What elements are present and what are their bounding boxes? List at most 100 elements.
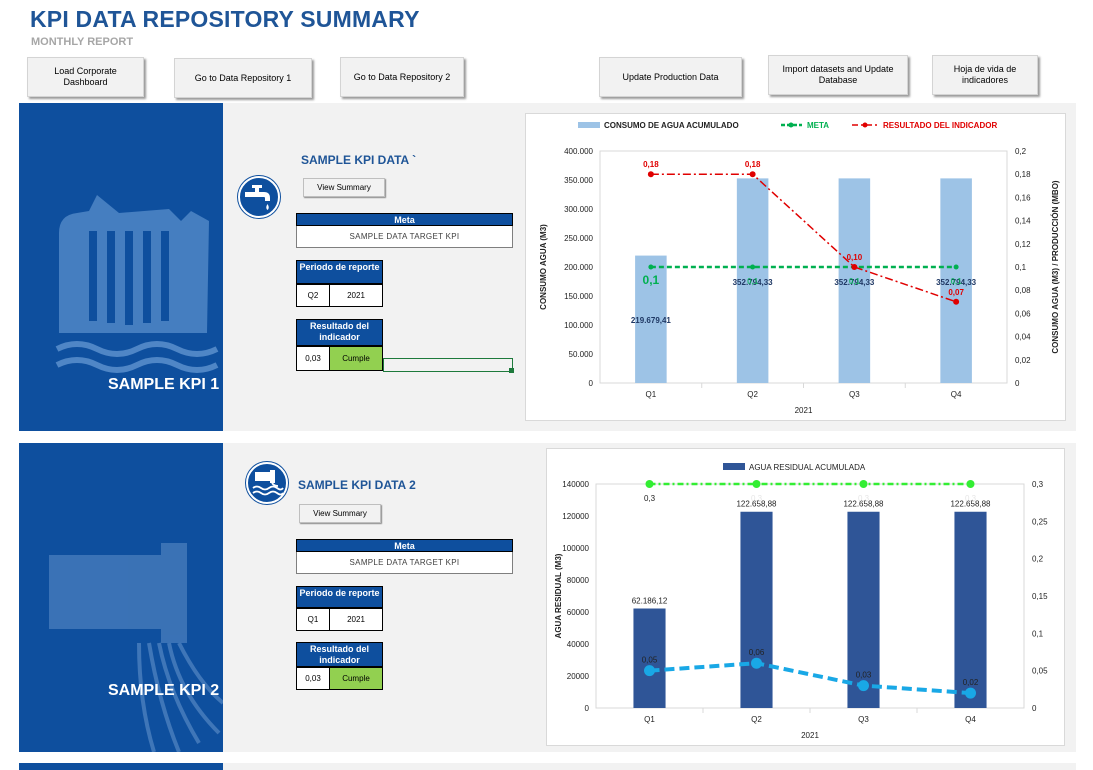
meta-data-label: 0,1 <box>951 277 963 286</box>
kpi1-resultado-status: Cumple <box>329 346 383 371</box>
line2-data-label: 0,05 <box>642 656 658 665</box>
kpi1-chart: 0 50.000 100.000 150.000 200.000 250.000 300.0… <box>525 113 1066 421</box>
legend-label: META <box>807 121 829 130</box>
legend-label: CONSUMO DE AGUA ACUMULADO <box>604 121 739 130</box>
x-tick-label: Q1 <box>644 715 655 724</box>
kpi2-periodo-header: Periodo de reporte <box>296 586 383 608</box>
y-tick-label: 80000 <box>567 576 590 585</box>
x-tick-label: Q4 <box>965 715 976 724</box>
y-tick-label: 60000 <box>567 608 590 617</box>
kpi1-resultado-value: 0,03 <box>296 346 330 371</box>
kpi1-selection-handle[interactable] <box>509 368 514 373</box>
x-tick-label: Q1 <box>646 390 657 399</box>
kpi2-heading: SAMPLE KPI DATA 2 <box>298 478 416 492</box>
bar-data-label: 352.794,33 <box>733 278 774 287</box>
hoja-vida-button[interactable]: Hoja de vida de indicadores <box>932 55 1038 95</box>
line-point <box>851 264 858 270</box>
y2-tick-label: 0,2 <box>1032 555 1044 564</box>
y-tick-label: 100.000 <box>564 321 593 330</box>
line-point <box>953 298 960 305</box>
kpi2-chart: 0 20000 40000 60000 80000 100000 120000 140000 0… <box>546 448 1065 746</box>
x-tick-label: Q2 <box>751 715 762 724</box>
import-datasets-button[interactable]: Import datasets and Update Database <box>768 55 908 95</box>
meta-data-label: 0,1 <box>747 277 759 286</box>
kpi2-periodo-quarter: Q1 <box>296 608 330 631</box>
line2-data-label: 0,03 <box>856 671 872 680</box>
update-production-button[interactable]: Update Production Data <box>599 57 742 97</box>
result-data-label: 0,07 <box>948 288 964 297</box>
result-data-label: 0,18 <box>745 160 761 169</box>
legend-label: RESULTADO DEL INDICADOR <box>883 121 997 130</box>
result-data-label: 0,10 <box>847 253 863 262</box>
kpi1-meta-header: Meta <box>296 213 513 226</box>
y2-tick-label: 0,06 <box>1015 309 1031 318</box>
line-point <box>749 171 756 178</box>
line-point <box>965 687 976 699</box>
kpi1-view-summary-button[interactable]: View Summary <box>303 178 385 197</box>
kpi1-resultado-header: Resultado del indicador <box>296 319 383 346</box>
y2-tick-label: 0,16 <box>1015 193 1031 202</box>
result-data-label: 0,18 <box>643 160 659 169</box>
x-tick-label: Q2 <box>747 390 758 399</box>
faucet-icon <box>238 176 280 218</box>
legend-swatch-bar <box>723 463 745 470</box>
series-line <box>650 173 957 303</box>
y-axis-label: AGUA RESIDUAL (M3) <box>554 553 563 638</box>
y2-tick-label: 0,08 <box>1015 286 1031 295</box>
y2-tick-label: 0,04 <box>1015 333 1031 342</box>
line1-data-label: 0,3 <box>965 494 977 503</box>
bar <box>940 178 972 383</box>
y-tick-label: 0 <box>585 704 590 713</box>
y2-tick-label: 0,12 <box>1015 240 1031 249</box>
line-point <box>647 171 654 178</box>
line-point <box>644 665 655 677</box>
kpi2-panel: SAMPLE KPI 2 SAMPLE KPI DATA 2 View Summ… <box>19 443 1076 752</box>
x-axis-label: 2021 <box>801 731 819 740</box>
line-point <box>966 480 975 488</box>
y-axis-label: CONSUMO AGUA (M3) <box>539 224 548 310</box>
line1-data-label: 0,3 <box>751 494 763 503</box>
page-subtitle: MONTHLY REPORT <box>31 36 134 48</box>
y-tick-label: 120000 <box>562 512 589 521</box>
y-tick-label: 40000 <box>567 640 590 649</box>
kpi1-side-label: SAMPLE KPI 1 <box>108 376 220 393</box>
line-point <box>751 657 762 669</box>
bar <box>736 178 769 383</box>
kpi1-meta-value: SAMPLE DATA TARGET KPI <box>296 226 513 248</box>
kpi1-side: SAMPLE KPI 1 <box>19 103 223 431</box>
y-tick-label: 50.000 <box>569 350 594 359</box>
y2-tick-label: 0,25 <box>1032 517 1048 526</box>
kpi2-chart-svg: 0 20000 40000 60000 80000 100000 120000 140000 0… <box>554 463 1048 740</box>
kpi1-chart-svg: 0 50.000 100.000 150.000 200.000 250.000 300.0… <box>539 121 1060 415</box>
meta-data-label: 0,1 <box>643 273 660 287</box>
kpi1-panel: SAMPLE KPI 1 SAMPLE KPI DATA ` View Summ… <box>19 103 1076 431</box>
y-tick-label: 350.000 <box>564 176 593 185</box>
bar <box>633 608 666 708</box>
waterfall-icon <box>55 195 219 373</box>
bar <box>954 511 987 708</box>
line-point <box>750 264 756 270</box>
kpi1-periodo-quarter: Q2 <box>296 284 330 307</box>
bar-data-label: 352.794,33 <box>936 278 977 287</box>
kpi2-side: SAMPLE KPI 2 <box>19 443 223 752</box>
y-tick-label: 150.000 <box>564 292 593 301</box>
repo1-button[interactable]: Go to Data Repository 1 <box>174 58 312 98</box>
kpi2-view-summary-button[interactable]: View Summary <box>299 504 381 523</box>
load-dashboard-button[interactable]: Load Corporate Dashboard <box>27 57 144 97</box>
legend-label: AGUA RESIDUAL ACUMULADA <box>749 463 866 472</box>
repo2-button[interactable]: Go to Data Repository 2 <box>340 57 464 97</box>
y2-axis-label: CONSUMO AGUA (M3) / PRODUCCIÓN (MBO) <box>1051 180 1060 354</box>
line-point <box>953 264 959 270</box>
y2-tick-label: 0,1 <box>1032 629 1044 638</box>
legend-swatch-point <box>788 122 794 128</box>
line-point <box>858 680 869 692</box>
kpi2-side-label: SAMPLE KPI 2 <box>108 682 220 699</box>
kpi2-periodo-year: 2021 <box>329 608 383 631</box>
wastewater-icon <box>246 462 288 504</box>
y2-tick-label: 0 <box>1032 704 1037 713</box>
kpi1-periodo-header: Periodo de reporte <box>296 260 383 284</box>
x-tick-label: Q3 <box>858 715 869 724</box>
y2-tick-label: 0,05 <box>1032 667 1048 676</box>
kpi1-selection-cell[interactable] <box>383 358 513 372</box>
line1-data-label: 0,3 <box>858 494 870 503</box>
